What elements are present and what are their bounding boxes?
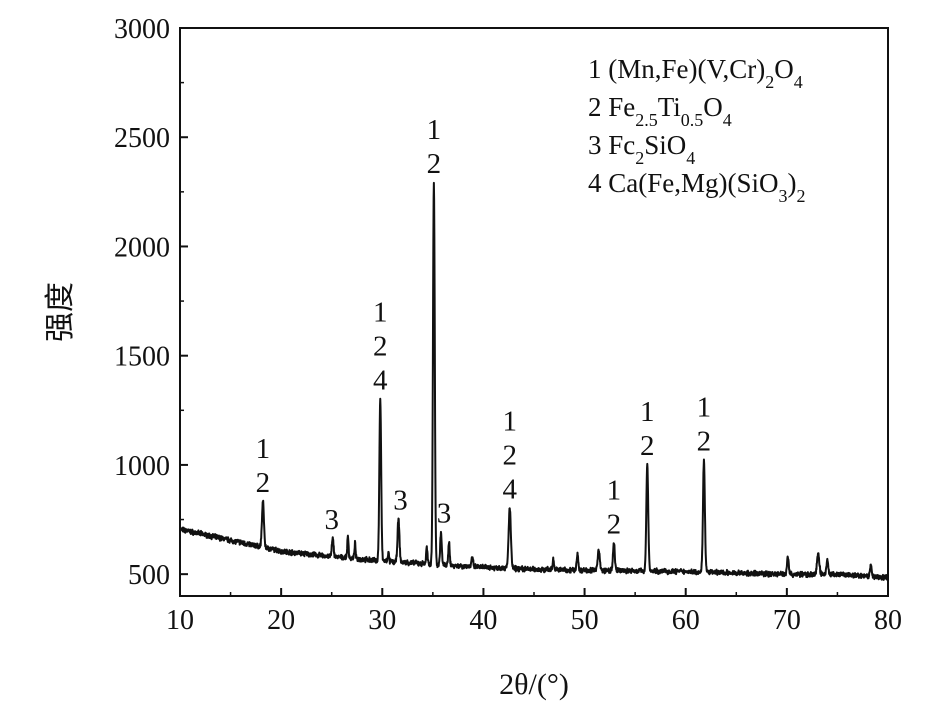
peak-label: 2	[373, 330, 388, 362]
peak-label: 2	[256, 467, 271, 499]
x-tick-label: 50	[571, 605, 599, 636]
peak-label: 1	[256, 433, 271, 465]
axis-ticks: 10 20 30 40 50 60 70 80 500 1000 1500 2000 2500 3000	[114, 14, 902, 636]
y-tick-label: 1500	[114, 342, 170, 373]
peak-label: 3	[393, 485, 408, 517]
peak-label: 1	[607, 475, 622, 507]
peak-label: 1	[427, 114, 442, 146]
peak-label: 2	[502, 440, 517, 472]
y-tick-label: 500	[128, 560, 170, 591]
xrd-pattern-line	[179, 181, 889, 581]
peak-label: 1	[502, 406, 517, 438]
peak-label: 2	[640, 430, 655, 462]
y-tick-label: 3000	[114, 14, 170, 45]
peak-label: 3	[324, 504, 339, 536]
x-tick-label: 10	[166, 605, 194, 636]
x-tick-label: 20	[267, 605, 295, 636]
y-tick-label: 2500	[114, 123, 170, 154]
x-tick-label: 30	[368, 605, 396, 636]
x-tick-label: 60	[672, 605, 700, 636]
x-tick-label: 70	[773, 605, 801, 636]
peak-label: 2	[697, 426, 712, 458]
peak-label: 3	[437, 498, 452, 530]
legend-entry: 3 Fc2SiO4	[588, 130, 695, 168]
plot-frame	[179, 27, 889, 597]
x-tick-label: 80	[874, 605, 902, 636]
peak-label: 1	[640, 396, 655, 428]
peak-label: 2	[607, 509, 622, 541]
legend-entry: 4 Ca(Fe,Mg)(SiO3)2	[588, 168, 806, 206]
y-axis-title: 强度	[44, 282, 77, 342]
peak-label: 1	[697, 392, 712, 424]
y-tick-label: 2000	[114, 232, 170, 263]
peak-label: 1	[373, 296, 388, 328]
peak-label: 2	[427, 148, 442, 180]
peak-label: 4	[502, 474, 517, 506]
peak-label: 4	[373, 364, 388, 396]
y-tick-label: 1000	[114, 451, 170, 482]
legend-entry: 1 (Mn,Fe)(V,Cr)2O4	[588, 54, 803, 92]
legend-entry: 2 Fe2.5Ti0.5O4	[588, 92, 732, 130]
x-axis-title: 2θ/(°)	[499, 668, 569, 701]
x-tick-label: 40	[469, 605, 497, 636]
